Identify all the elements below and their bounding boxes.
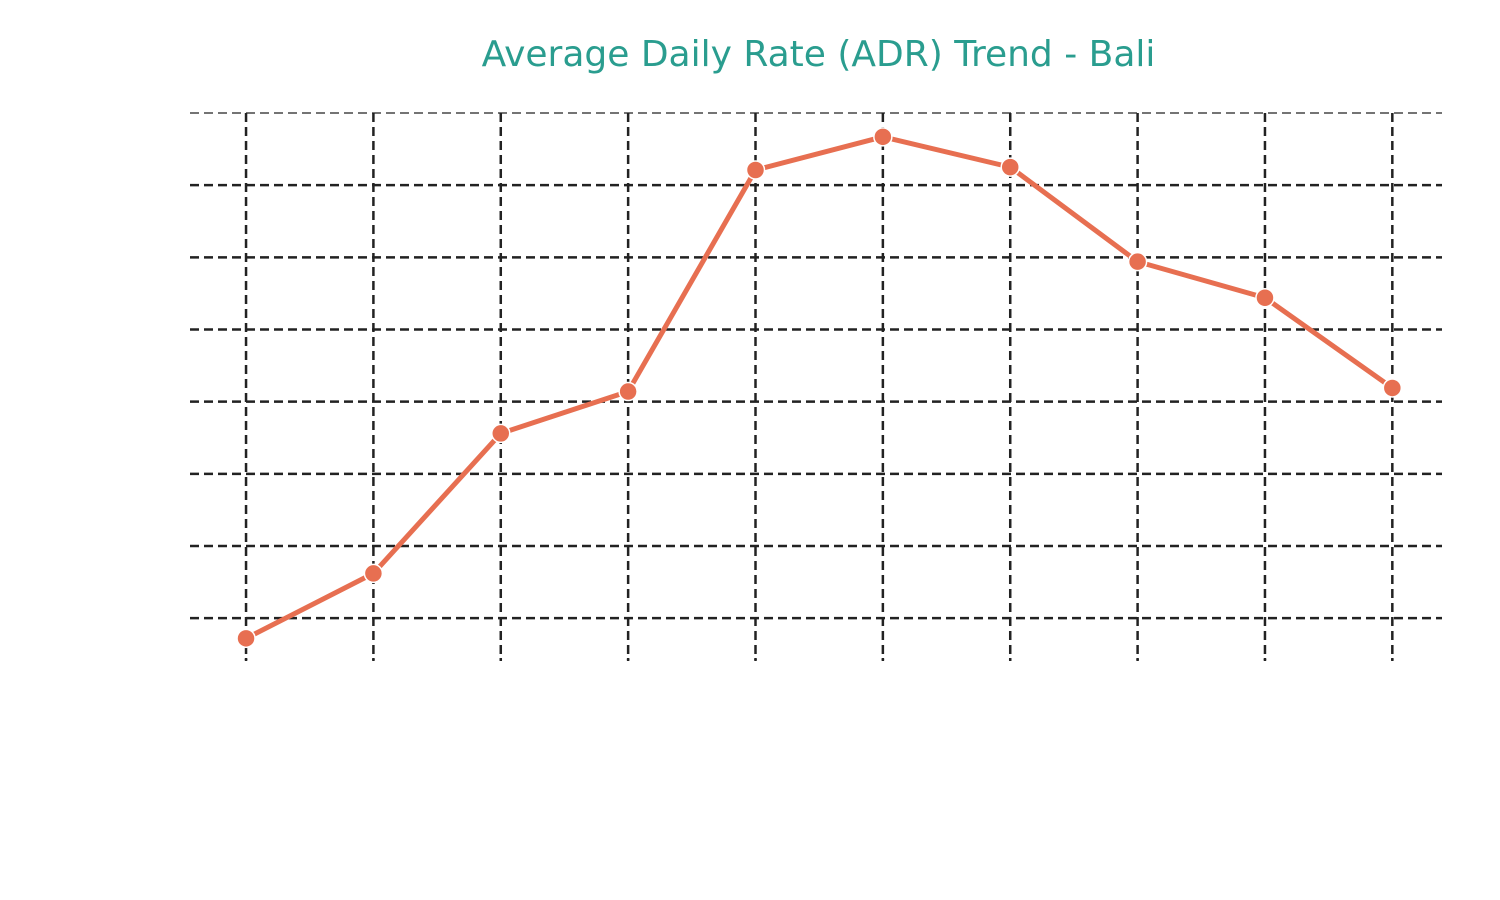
- data-point: [618, 381, 638, 402]
- data-point: [1127, 251, 1148, 272]
- data-point: [491, 423, 511, 444]
- data-point: [1382, 378, 1403, 398]
- data-point: [236, 628, 256, 649]
- data-point: [1000, 157, 1020, 177]
- chart-title: Average Daily Rate (ADR) Trend - Bali: [481, 34, 1156, 75]
- data-point: [745, 160, 766, 180]
- data-point: [873, 127, 893, 147]
- series-line: [244, 134, 1394, 641]
- data-point: [363, 563, 384, 584]
- data-point: [1255, 287, 1275, 308]
